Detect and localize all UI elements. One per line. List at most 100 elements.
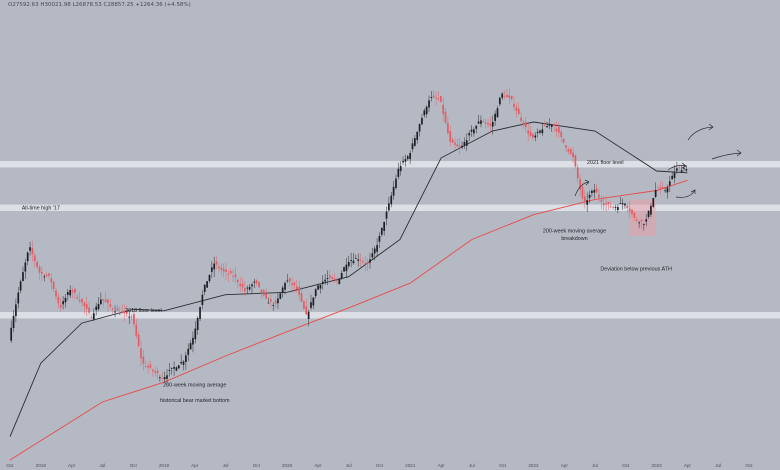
candle-body-214 — [516, 107, 518, 111]
candle-body-37 — [98, 304, 100, 309]
candle-body-267 — [641, 220, 643, 222]
candle-body-68 — [171, 368, 173, 369]
candle-body-130 — [317, 286, 319, 290]
candle-body-283 — [678, 167, 680, 168]
candle-body-179 — [433, 96, 435, 98]
x-tick-23: Jul — [715, 463, 721, 468]
candle-body-79 — [197, 318, 199, 330]
candle-body-90 — [223, 269, 225, 272]
candle-body-223 — [537, 132, 539, 133]
x-tick-15: Jul — [469, 463, 475, 468]
candle-body-210 — [506, 95, 508, 97]
candle-body-254 — [610, 207, 612, 208]
candle-body-233 — [560, 132, 562, 137]
x-tick-14: Apr — [438, 463, 446, 468]
arrow-down-up-head — [691, 190, 695, 194]
annotation-1: 2018 floor level — [125, 308, 162, 314]
x-tick-19: Jul — [592, 463, 598, 468]
ma-line-1 — [10, 122, 687, 437]
candle-body-237 — [570, 149, 572, 153]
candle-body-177 — [428, 100, 430, 107]
candle-body-96 — [237, 280, 239, 282]
candle-body-5 — [22, 272, 24, 281]
candle-body-278 — [667, 188, 669, 193]
candle-body-224 — [539, 131, 541, 133]
candle-body-239 — [575, 156, 577, 167]
candle-body-227 — [546, 126, 548, 127]
candle-body-103 — [253, 282, 255, 283]
candle-body-3 — [17, 293, 19, 304]
candle-body-20 — [58, 297, 60, 303]
candle-body-60 — [152, 370, 154, 372]
candle-body-139 — [338, 279, 340, 284]
candle-body-188 — [454, 143, 456, 145]
candle-body-0 — [10, 328, 12, 341]
candle-body-56 — [143, 357, 145, 364]
candle-body-72 — [180, 362, 182, 363]
candle-body-107 — [263, 290, 265, 295]
candle-body-11 — [36, 262, 38, 267]
candle-body-138 — [336, 280, 338, 281]
x-tick-21: 2023 — [651, 463, 662, 468]
candle-body-184 — [445, 112, 447, 123]
candle-body-213 — [513, 104, 515, 107]
candle-body-203 — [490, 124, 492, 126]
candle-body-113 — [277, 299, 279, 304]
candle-body-129 — [315, 289, 317, 296]
candle-body-80 — [199, 307, 201, 319]
candle-body-24 — [67, 292, 69, 295]
candle-body-117 — [287, 281, 289, 282]
annotation-7: Deviation below previous ATH — [600, 267, 672, 273]
candle-body-185 — [447, 123, 449, 133]
candle-body-180 — [435, 98, 437, 99]
candle-body-141 — [343, 267, 345, 271]
candle-body-168 — [407, 156, 409, 159]
candle-body-59 — [150, 365, 152, 368]
candle-body-269 — [645, 219, 647, 221]
candle-body-228 — [549, 125, 551, 126]
x-tick-5: 2019 — [159, 463, 170, 468]
candle-body-204 — [492, 122, 494, 127]
candle-body-144 — [350, 260, 352, 261]
candle-body-150 — [364, 263, 366, 264]
arrow-up-right — [688, 127, 713, 140]
candle-body-161 — [390, 196, 392, 205]
candle-body-16 — [48, 273, 50, 276]
moving-average-lines — [10, 122, 687, 460]
candle-body-197 — [475, 126, 477, 129]
candle-body-105 — [258, 282, 260, 288]
candle-body-1 — [13, 316, 15, 328]
candle-body-170 — [412, 143, 414, 149]
candle-body-125 — [305, 306, 307, 314]
candle-body-242 — [582, 187, 584, 199]
x-tick-17: 2022 — [528, 463, 539, 468]
candle-body-190 — [459, 146, 461, 148]
candle-body-108 — [265, 294, 267, 299]
candle-body-146 — [355, 258, 357, 259]
candle-body-22 — [62, 301, 64, 304]
candle-body-9 — [32, 248, 34, 254]
candle-body-52 — [133, 314, 135, 324]
candle-body-77 — [192, 338, 194, 345]
candle-body-215 — [518, 109, 520, 114]
candle-body-164 — [397, 169, 399, 177]
level-band-1 — [0, 205, 780, 211]
candle-body-236 — [567, 149, 569, 152]
candle-body-160 — [388, 203, 390, 210]
candle-body-157 — [381, 228, 383, 235]
candle-body-145 — [353, 261, 355, 263]
candle-body-195 — [471, 130, 473, 132]
candle-body-116 — [284, 283, 286, 290]
candle-body-252 — [605, 203, 607, 204]
candle-body-201 — [485, 122, 487, 123]
candle-body-95 — [235, 275, 237, 278]
candle-body-147 — [357, 259, 359, 260]
candle-body-120 — [294, 282, 296, 285]
candle-body-176 — [426, 107, 428, 114]
candle-body-137 — [334, 278, 336, 280]
candle-body-115 — [282, 288, 284, 293]
candle-body-82 — [204, 285, 206, 292]
candle-body-249 — [598, 195, 600, 198]
candle-body-8 — [29, 247, 31, 251]
